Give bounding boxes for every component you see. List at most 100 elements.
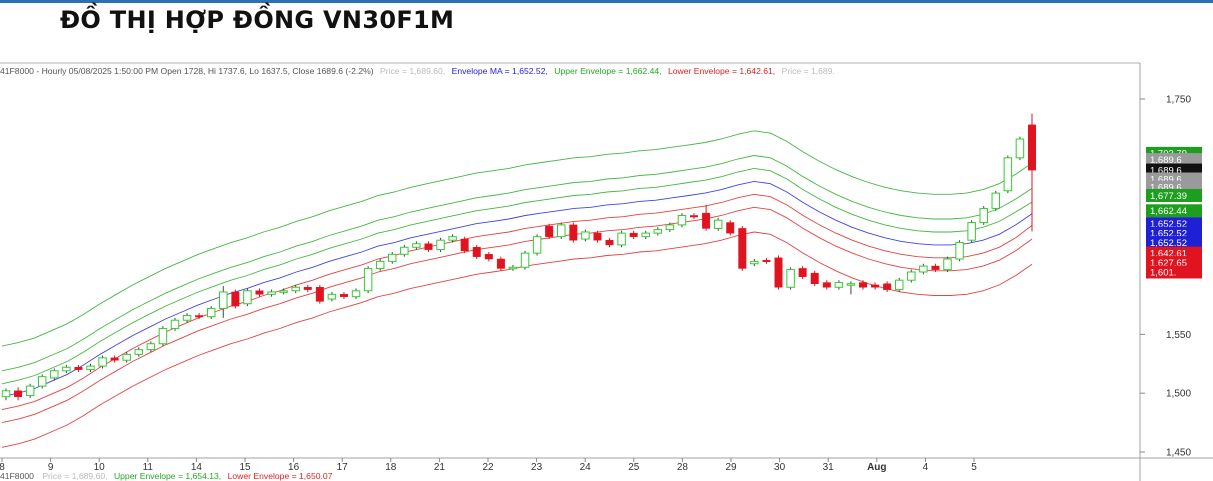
candle-body <box>943 258 952 271</box>
envelope-line-1 <box>1 130 1033 347</box>
y-tick-label: 1,500 <box>1166 389 1191 400</box>
x-tick-label: 31 <box>823 462 835 473</box>
price-chart: 41F8000 - Hourly 05/08/2025 1:50:00 PM O… <box>0 56 1213 481</box>
price-tag-label: 1,627.65 <box>1150 258 1187 269</box>
price-tag-label: 1,652.52 <box>1150 228 1187 239</box>
page-title: ĐỒ THỊ HỢP ĐỒNG VN30F1M <box>60 6 455 34</box>
price-tag-label: 1,601. <box>1150 267 1176 278</box>
price-tag <box>1146 236 1202 250</box>
x-tick-label: 24 <box>580 462 592 473</box>
candle-body <box>195 315 204 318</box>
candle-body <box>786 269 795 288</box>
x-tick-label: 28 <box>677 462 689 473</box>
envelope-line-0 <box>1 180 1033 398</box>
x-tick-label: 10 <box>94 462 106 473</box>
candle-body <box>170 319 180 329</box>
candle-body <box>931 265 940 270</box>
candle-body <box>74 367 83 370</box>
price-tag-label: 1,642.61 <box>1150 248 1187 259</box>
candle-body <box>412 243 421 248</box>
candle-body <box>810 272 819 284</box>
price-tag-label: 1,689.6 <box>1150 165 1182 176</box>
x-tick-label: 21 <box>434 462 446 473</box>
candle-body <box>919 265 928 273</box>
envelope-line-4 <box>1 167 1033 385</box>
x-tick-label: 29 <box>725 462 737 473</box>
price-tag <box>1146 188 1202 202</box>
candle-body <box>665 224 675 231</box>
candle-body <box>146 343 156 351</box>
candle-body <box>883 283 892 290</box>
candle-body <box>255 290 264 295</box>
candle-body <box>979 207 988 224</box>
y-tick-label: 1,550 <box>1166 330 1191 341</box>
candle-body <box>822 282 831 288</box>
candle-body <box>1003 157 1013 192</box>
x-tick-label: 30 <box>774 462 786 473</box>
candle-body <box>62 366 71 372</box>
candle-body <box>991 192 1001 209</box>
footer-info: 41F8000 <box>0 471 34 481</box>
candle-body <box>641 232 650 238</box>
x-tick-label: 17 <box>337 462 349 473</box>
candle-body <box>400 246 409 255</box>
candle-body <box>1028 124 1036 171</box>
price-tag <box>1146 265 1202 279</box>
candle-body <box>424 243 433 250</box>
candle-body <box>557 224 566 238</box>
candlesticks <box>1 113 1036 401</box>
candle-body <box>448 236 457 241</box>
candle-body <box>219 291 228 309</box>
price-tags: 1,703.791,689.61,689.61,689.61,689.61,67… <box>1146 146 1202 279</box>
x-tick-label: 14 <box>191 462 203 473</box>
candle-body <box>762 259 771 262</box>
candle-body <box>315 287 324 302</box>
price-tag-label: 1,652.52 <box>1150 219 1187 230</box>
price-tag-label: 1,689.6 <box>1150 155 1182 166</box>
candle-body <box>243 290 252 305</box>
candle-body <box>206 307 216 318</box>
x-tick-label: 11 <box>143 462 154 473</box>
candle-body <box>291 286 300 292</box>
candle-body <box>798 268 807 277</box>
candle-body <box>436 239 445 251</box>
candle-body <box>122 353 131 361</box>
candle-body <box>629 232 638 237</box>
candle-body <box>351 290 361 298</box>
footer-price: Price = 1,689.60, <box>42 471 107 481</box>
x-tick-label: 8 <box>0 462 5 473</box>
y-axis: 1,750 1,550 1,500 1,450 <box>1140 95 1191 459</box>
candle-body <box>653 229 663 234</box>
candle-body <box>750 260 759 265</box>
candle-body <box>967 222 976 241</box>
candle-body <box>182 315 192 321</box>
x-tick-label: 5 <box>971 462 977 473</box>
header-price-2: Price = 1,689. <box>782 66 835 76</box>
candle-body <box>1015 138 1025 159</box>
candle-body <box>738 228 747 269</box>
candle-body <box>375 260 385 269</box>
candle-body <box>134 349 144 355</box>
candle-body <box>859 282 868 288</box>
header-info: 41F8000 - Hourly 05/08/2025 1:50:00 PM O… <box>0 66 374 76</box>
candle-body <box>231 291 240 307</box>
header-price: Price = 1,689.60, <box>380 66 445 76</box>
candle-body <box>726 222 735 234</box>
header-upper: Upper Envelope = 1,662.44, <box>554 66 661 76</box>
price-tag-label: 1,652.52 <box>1150 238 1187 249</box>
x-tick-label: 9 <box>48 462 54 473</box>
y-tick-label: 1,450 <box>1166 448 1191 459</box>
candle-body <box>774 257 783 288</box>
x-tick-label: 23 <box>531 462 543 473</box>
candle-body <box>508 266 518 270</box>
header-lower: Lower Envelope = 1,642.61, <box>668 66 775 76</box>
envelope-line-3 <box>1 155 1033 372</box>
footer-upper: Upper Envelope = 1,654.13, <box>114 471 221 481</box>
candle-body <box>86 365 95 371</box>
candle-body <box>690 215 699 218</box>
price-tag-label: 1,662.44 <box>1150 206 1187 217</box>
candle-body <box>363 267 373 292</box>
candle-body <box>713 219 723 229</box>
candle-body <box>894 279 904 291</box>
candle-body <box>532 236 542 254</box>
